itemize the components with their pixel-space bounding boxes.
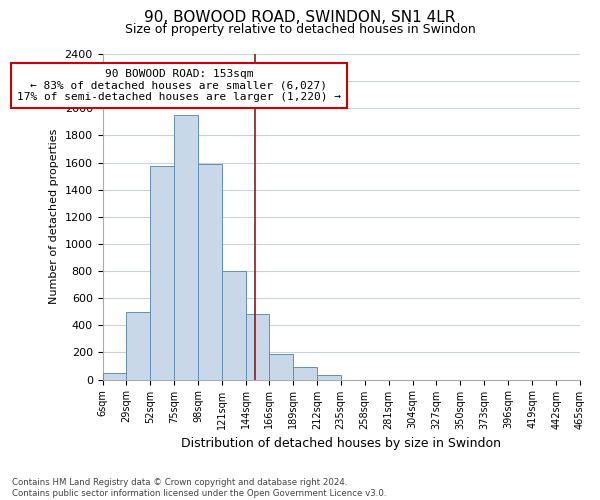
Bar bbox=[127, 312, 151, 380]
Bar bbox=[293, 368, 317, 380]
Bar bbox=[317, 376, 341, 380]
Text: 90, BOWOOD ROAD, SWINDON, SN1 4LR: 90, BOWOOD ROAD, SWINDON, SN1 4LR bbox=[145, 10, 455, 25]
Text: Size of property relative to detached houses in Swindon: Size of property relative to detached ho… bbox=[125, 22, 475, 36]
Bar bbox=[103, 373, 127, 380]
Bar bbox=[151, 166, 175, 380]
Bar bbox=[222, 271, 246, 380]
Bar bbox=[246, 314, 269, 380]
Bar bbox=[175, 115, 198, 380]
Bar bbox=[198, 164, 222, 380]
X-axis label: Distribution of detached houses by size in Swindon: Distribution of detached houses by size … bbox=[181, 437, 501, 450]
Text: Contains HM Land Registry data © Crown copyright and database right 2024.
Contai: Contains HM Land Registry data © Crown c… bbox=[12, 478, 386, 498]
Bar bbox=[269, 354, 293, 380]
Text: 90 BOWOOD ROAD: 153sqm
← 83% of detached houses are smaller (6,027)
17% of semi-: 90 BOWOOD ROAD: 153sqm ← 83% of detached… bbox=[17, 69, 341, 102]
Y-axis label: Number of detached properties: Number of detached properties bbox=[49, 129, 59, 304]
